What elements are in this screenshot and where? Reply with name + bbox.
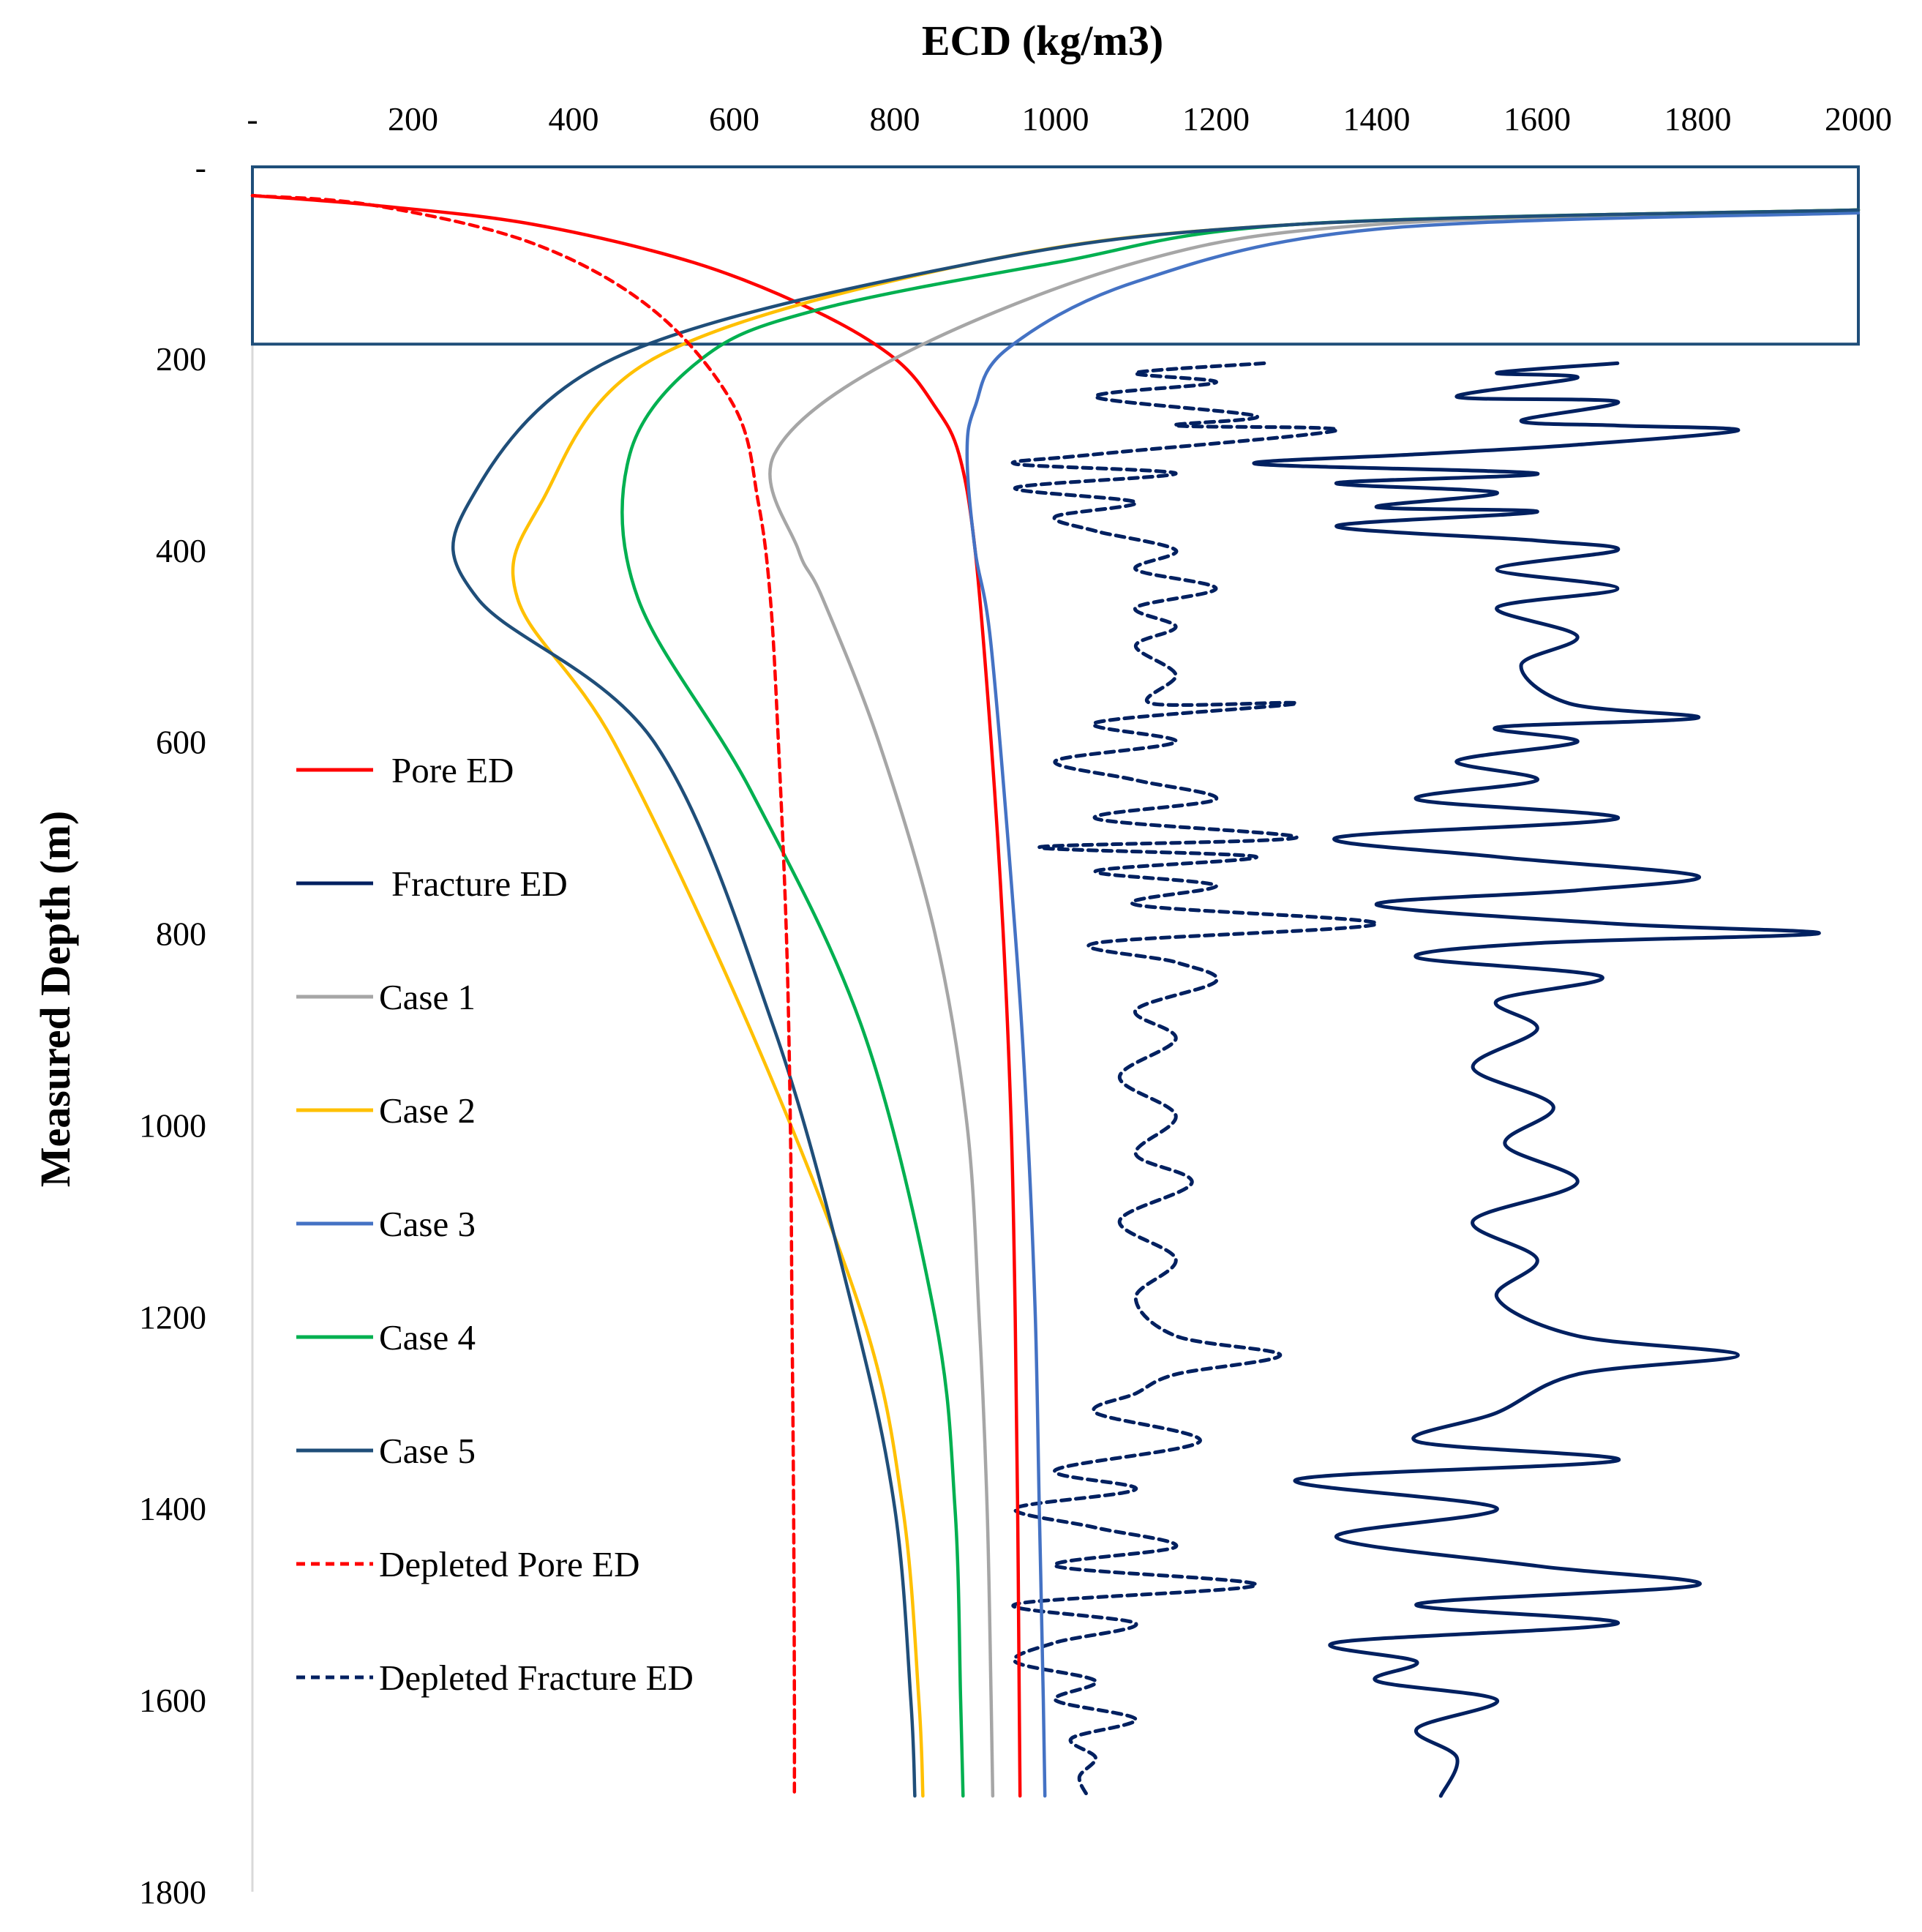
- x-tick-label: -: [247, 100, 258, 138]
- x-tick-label: 1000: [1022, 100, 1089, 138]
- y-tick-label: 1400: [139, 1490, 206, 1527]
- y-tick-label: -: [195, 149, 206, 186]
- x-tick-label: 2000: [1825, 100, 1892, 138]
- x-axis-title: ECD (kg/m3): [922, 17, 1163, 64]
- fracture-ed-upper-box: [251, 165, 1860, 346]
- y-tick-label: 1800: [139, 1873, 206, 1911]
- legend-label: Case 1: [379, 977, 476, 1017]
- x-tick-label: 600: [709, 100, 759, 138]
- series-line-case-4: [620, 208, 1861, 1798]
- y-axis-ticks: - 200 400 600 800 1000 1200 1400 1600 1800: [139, 149, 206, 1911]
- y-axis-title: Measured Depth (m): [31, 811, 79, 1187]
- legend-label: Fracture ED: [391, 864, 568, 904]
- y-tick-label: 200: [156, 340, 206, 378]
- x-tick-label: 200: [388, 100, 438, 138]
- y-tick-label: 1200: [139, 1298, 206, 1336]
- legend-label: Case 3: [379, 1204, 476, 1244]
- y-tick-label: 1600: [139, 1682, 206, 1719]
- y-tick-label: 1000: [139, 1107, 206, 1144]
- legend-label: Case 5: [379, 1431, 476, 1471]
- x-tick-label: 800: [870, 100, 920, 138]
- legend-label: Pore ED: [391, 750, 514, 790]
- legend-label: Depleted Pore ED: [379, 1544, 640, 1584]
- x-tick-label: 1600: [1504, 100, 1571, 138]
- y-tick-label: 400: [156, 532, 206, 569]
- y-tick-label: 800: [156, 916, 206, 953]
- x-axis-ticks: - 200 400 600 800 1000 1200 1400 1600 1800 2000: [247, 100, 1892, 138]
- legend-label: Case 2: [379, 1090, 476, 1131]
- legend: Pore ED Fracture ED Case 1 Case 2 Case 3 Case…: [296, 750, 694, 1698]
- series-layer: [250, 165, 1861, 1798]
- legend-label: Case 4: [379, 1317, 476, 1358]
- series-line-case-1: [768, 208, 1861, 1798]
- legend-label: Depleted Fracture ED: [379, 1658, 694, 1698]
- series-line-depleted-pore-ed: [250, 194, 797, 1798]
- series-line-depleted-fracture-ed: [1010, 361, 1379, 1798]
- x-tick-label: 1800: [1664, 100, 1732, 138]
- x-tick-label: 400: [549, 100, 599, 138]
- series-line-case-5: [451, 208, 1861, 1798]
- x-tick-label: 1200: [1182, 100, 1250, 138]
- x-tick-label: 1400: [1343, 100, 1411, 138]
- series-line-case-3: [965, 211, 1861, 1798]
- series-line-fracture-ed: [1252, 361, 1821, 1798]
- series-line-pore-ed: [250, 194, 1022, 1798]
- y-tick-label: 600: [156, 724, 206, 761]
